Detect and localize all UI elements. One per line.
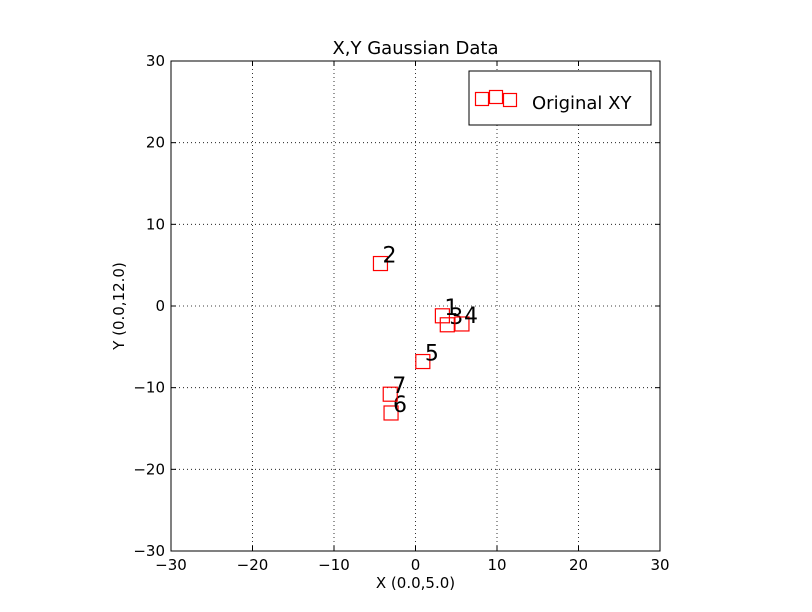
- x-tick-label: 20: [569, 556, 588, 574]
- y-axis-label: Y (0.0,12.0): [110, 262, 128, 351]
- data-point-marker: [415, 353, 431, 370]
- data-point-label: 4: [464, 304, 478, 329]
- data-point-marker: [382, 386, 398, 402]
- data-point-marker: [454, 316, 470, 332]
- x-tick-label: 10: [487, 556, 506, 574]
- chart-title: X,Y Gaussian Data: [332, 38, 498, 59]
- data-point-marker: [439, 317, 455, 333]
- x-tick-label: −30: [155, 556, 187, 574]
- data-point-label: 1: [444, 296, 458, 321]
- x-tick-label: −10: [318, 556, 350, 574]
- y-tick-label: 0: [155, 297, 165, 315]
- y-tick-label: −30: [133, 542, 165, 560]
- legend-marker-square: [488, 89, 504, 105]
- data-point-label: 5: [425, 342, 439, 367]
- axis-ticks: −30 −20 −10 0 10 20 30 −30 −20 −10 0 10 20 30: [133, 52, 669, 574]
- data-point-marker: [434, 308, 450, 324]
- y-tick-label: 20: [146, 134, 165, 152]
- data-point-label: 7: [392, 374, 406, 399]
- x-tick-label: 0: [411, 556, 421, 574]
- x-tick-label: 30: [650, 556, 669, 574]
- x-tick-label: −20: [237, 556, 269, 574]
- grid: [171, 61, 660, 551]
- data-point-marker: [383, 405, 399, 421]
- legend-marker-square: [502, 92, 518, 108]
- y-tick-label: 10: [146, 215, 165, 233]
- x-axis-label: X (0.0,5.0): [376, 574, 455, 592]
- legend-marker: [474, 89, 518, 108]
- y-tick-label: 30: [146, 52, 165, 70]
- legend-entry-label: Original XY: [532, 93, 632, 114]
- legend-marker-square: [474, 91, 490, 107]
- data-point-marker: [372, 255, 389, 272]
- legend-box: [468, 70, 652, 126]
- y-tick-label: −10: [133, 379, 165, 397]
- legend: Original XY: [468, 70, 652, 126]
- data-point-label: 2: [382, 244, 396, 269]
- y-tick-label: −20: [133, 460, 165, 478]
- data-point-label: 6: [393, 393, 407, 418]
